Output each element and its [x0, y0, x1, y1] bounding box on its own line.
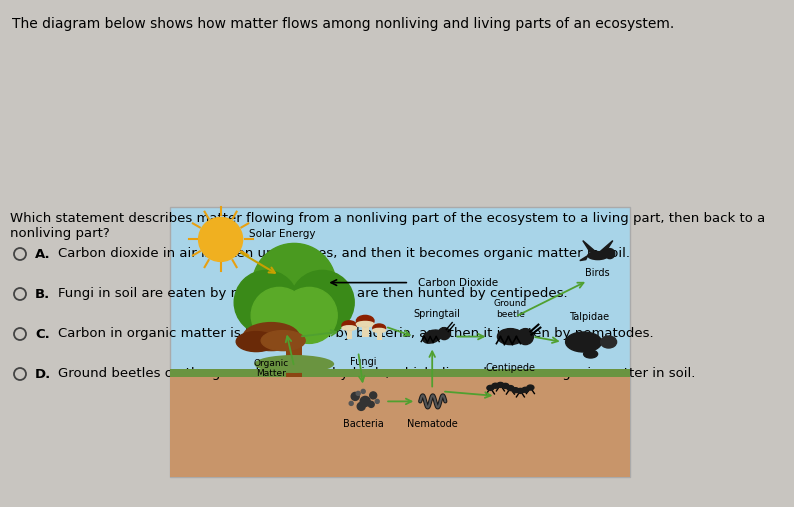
Ellipse shape [512, 388, 519, 392]
Ellipse shape [243, 322, 299, 351]
Text: Carbon Dioxide: Carbon Dioxide [418, 278, 499, 287]
Ellipse shape [588, 251, 607, 260]
Bar [377, 329, 382, 340]
Ellipse shape [497, 329, 523, 345]
Ellipse shape [373, 329, 386, 333]
Ellipse shape [492, 383, 499, 388]
Ellipse shape [357, 321, 374, 327]
Ellipse shape [497, 382, 504, 387]
Text: Carbon in organic matter is broken down by bacteria, and then it is eaten by nem: Carbon in organic matter is broken down … [58, 328, 653, 341]
Ellipse shape [517, 388, 524, 393]
Text: A.: A. [35, 247, 51, 261]
Polygon shape [583, 241, 598, 254]
Ellipse shape [236, 332, 276, 351]
Text: Nematode: Nematode [407, 419, 457, 429]
Text: Ground
beetle: Ground beetle [494, 299, 527, 318]
Circle shape [357, 403, 365, 410]
Text: Ground beetles on the ground are eaten by birds, which die and become organic ma: Ground beetles on the ground are eaten b… [58, 368, 696, 380]
Text: Fungi: Fungi [350, 356, 376, 367]
Ellipse shape [502, 383, 509, 388]
Bar [346, 326, 352, 339]
Text: Bacteria: Bacteria [343, 419, 384, 429]
Text: Carbon dioxide in air is taken up by trees, and then it becomes organic matter i: Carbon dioxide in air is taken up by tre… [58, 247, 630, 261]
Circle shape [357, 391, 360, 395]
Polygon shape [598, 241, 613, 254]
Ellipse shape [584, 350, 598, 358]
Text: B.: B. [35, 287, 50, 301]
Bar [286, 317, 303, 377]
Ellipse shape [565, 332, 602, 352]
Circle shape [361, 389, 365, 393]
Ellipse shape [487, 385, 494, 390]
Circle shape [351, 392, 359, 401]
Text: The diagram below shows how matter flows among nonliving and living parts of an : The diagram below shows how matter flows… [12, 17, 674, 31]
Circle shape [290, 270, 354, 335]
Text: Springtail: Springtail [414, 309, 461, 318]
Circle shape [518, 329, 534, 345]
Ellipse shape [261, 331, 305, 351]
Ellipse shape [527, 385, 534, 390]
Bar [170, 369, 630, 377]
Ellipse shape [342, 321, 357, 330]
Circle shape [252, 243, 336, 328]
Ellipse shape [600, 336, 617, 348]
Circle shape [234, 270, 299, 335]
Bar [362, 322, 368, 337]
Circle shape [251, 287, 307, 343]
Text: Fungi in soil are eaten by nematodes, which are then hunted by centipedes.: Fungi in soil are eaten by nematodes, wh… [58, 287, 568, 301]
Text: Talpidae: Talpidae [569, 312, 609, 322]
Ellipse shape [422, 330, 441, 343]
Text: D.: D. [35, 368, 52, 380]
Text: C.: C. [35, 328, 50, 341]
Text: Birds: Birds [585, 268, 610, 278]
Text: Organic
Matter: Organic Matter [253, 358, 289, 378]
Bar [170, 369, 630, 477]
Circle shape [370, 392, 376, 399]
Bar [170, 207, 630, 477]
Circle shape [360, 396, 370, 407]
Polygon shape [580, 256, 588, 261]
Circle shape [281, 287, 337, 343]
Text: Which statement describes matter flowing from a nonliving part of the ecosystem : Which statement describes matter flowing… [10, 212, 765, 240]
Circle shape [198, 218, 243, 262]
Circle shape [349, 402, 353, 406]
Ellipse shape [522, 387, 529, 392]
Ellipse shape [357, 315, 374, 327]
Circle shape [605, 248, 615, 259]
Circle shape [368, 402, 374, 408]
Circle shape [438, 328, 450, 340]
Ellipse shape [507, 386, 514, 390]
Text: Centipede: Centipede [485, 363, 535, 373]
Text: Solar Energy: Solar Energy [249, 229, 315, 239]
Ellipse shape [254, 355, 334, 373]
Circle shape [376, 400, 380, 404]
Ellipse shape [342, 326, 357, 330]
Ellipse shape [373, 324, 386, 332]
